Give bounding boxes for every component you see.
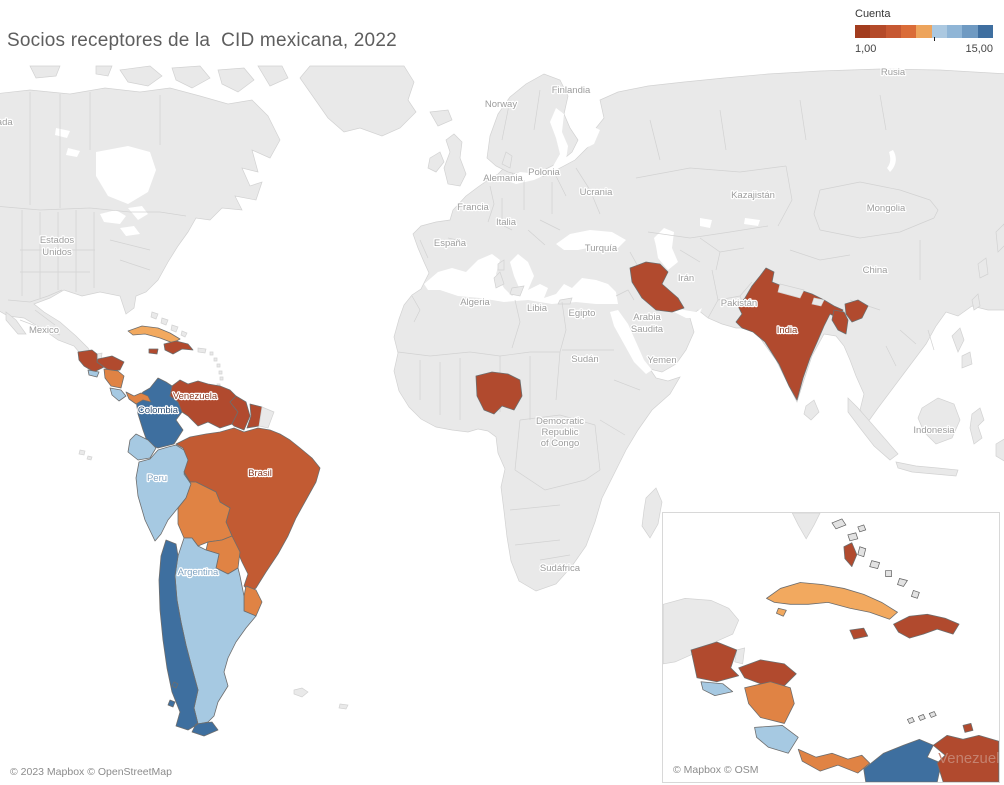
- country-suriname[interactable]: [246, 403, 263, 429]
- legend-step: [855, 25, 871, 38]
- label-arabia-1: Arabia: [633, 312, 661, 323]
- label-brasil: Brasil: [248, 468, 272, 479]
- seas: [55, 108, 896, 374]
- label-china: China: [863, 265, 889, 276]
- label-norway: Norway: [485, 99, 517, 110]
- legend-step: [931, 25, 947, 38]
- label-drc-1: Democratic: [536, 416, 584, 427]
- country-uruguay[interactable]: [243, 585, 263, 617]
- nepal-bhutan-gray: [777, 283, 825, 307]
- label-canada: Canada: [0, 117, 13, 128]
- label-estados-unidos-2: Unidos: [42, 247, 72, 258]
- inset-map[interactable]: Venezuela © Mapbox © OSM: [662, 512, 1000, 783]
- label-rusia: Rusia: [881, 67, 906, 78]
- legend-tick: [933, 37, 935, 41]
- label-arabia-2: Saudita: [631, 324, 664, 335]
- label-turquia: Turquía: [585, 243, 618, 254]
- inset-country-nicaragua[interactable]: [744, 681, 795, 724]
- inset-country-jamaica[interactable]: [849, 627, 869, 640]
- label-italia: Italia: [496, 217, 517, 228]
- country-costa-rica[interactable]: [109, 387, 127, 402]
- legend-step: [870, 25, 886, 38]
- country-panama[interactable]: [125, 391, 152, 405]
- country-jamaica[interactable]: [148, 348, 159, 355]
- inset-attribution[interactable]: © Mapbox © OSM: [668, 763, 764, 777]
- world-map[interactable]: Canada Estados Unidos Mexico Norway Finl…: [0, 65, 1004, 785]
- label-sudafrica: Sudáfrica: [540, 563, 581, 574]
- legend-step: [885, 25, 901, 38]
- country-el-salvador[interactable]: [87, 369, 100, 378]
- label-iran: Irán: [678, 273, 694, 284]
- country-chile[interactable]: [158, 539, 219, 737]
- label-argentina: Argentina: [178, 567, 219, 578]
- inset-country-panama[interactable]: [797, 748, 871, 774]
- label-algeria: Algeria: [460, 297, 490, 308]
- label-indonesia: Indonesia: [913, 425, 955, 436]
- world-map-canvas[interactable]: Canada Estados Unidos Mexico Norway Finl…: [0, 65, 1004, 785]
- label-francia: Francia: [457, 202, 489, 213]
- label-sudan: Sudán: [571, 354, 598, 365]
- label-polonia: Polonia: [528, 167, 560, 178]
- label-mongolia: Mongolia: [867, 203, 906, 214]
- country-venezuela[interactable]: [169, 379, 239, 429]
- inset-country-el-salvador[interactable]: [700, 681, 734, 697]
- country-nicaragua[interactable]: [103, 368, 125, 389]
- inset-country-guatemala[interactable]: [690, 641, 740, 683]
- legend-step: [962, 25, 978, 38]
- label-yemen: Yemen: [647, 355, 676, 366]
- label-colombia: Colombia: [138, 405, 179, 416]
- country-india[interactable]: [735, 267, 869, 401]
- inset-label-venezuela: Venezuela: [938, 751, 999, 767]
- inset-landmasses: [663, 513, 937, 724]
- map-attribution[interactable]: © 2023 Mapbox © OpenStreetMap: [4, 764, 178, 780]
- inset-bahamas-cay[interactable]: [843, 542, 858, 567]
- mediterranean-islands: [493, 259, 573, 305]
- inset-country-costa-rica[interactable]: [754, 725, 799, 754]
- country-iraq[interactable]: [629, 261, 685, 313]
- label-egipto: Egipto: [569, 308, 596, 319]
- country-nigeria[interactable]: [475, 371, 523, 415]
- legend-step: [916, 25, 932, 38]
- label-venezuela: Venezuela: [173, 391, 218, 402]
- label-alemania: Alemania: [483, 173, 523, 184]
- label-espana: España: [434, 238, 467, 249]
- color-legend[interactable]: Cuenta 1,00 15,00: [855, 8, 993, 55]
- legend-title: Cuenta: [855, 8, 891, 20]
- country-ecuador[interactable]: [127, 433, 157, 461]
- label-drc-2: Republic: [542, 427, 579, 438]
- legend-step: [900, 25, 917, 38]
- country-guyana[interactable]: [229, 395, 251, 431]
- inset-choropleth-marks: [690, 542, 999, 782]
- legend-step: [977, 25, 993, 38]
- label-estados-unidos-1: Estados: [40, 235, 75, 246]
- inset-country-cuba[interactable]: [766, 582, 898, 620]
- inset-map-canvas[interactable]: Venezuela: [663, 513, 999, 782]
- label-ucrania: Ucrania: [580, 187, 613, 198]
- label-drc-3: of Congo: [541, 438, 580, 449]
- page-title: Socios receptores de la CID mexicana, 20…: [7, 30, 397, 51]
- french-guiana-gray: [258, 406, 275, 429]
- label-kazajistan: Kazajistán: [731, 190, 775, 201]
- country-bangladesh[interactable]: [831, 309, 849, 335]
- legend-min: 1,00: [855, 43, 877, 55]
- inset-country-colombia[interactable]: [863, 738, 942, 782]
- label-mexico: Mexico: [29, 325, 59, 336]
- label-finlandia: Finlandia: [552, 85, 591, 96]
- label-pakistan: Pakistán: [721, 298, 757, 309]
- map-labels: Canada Estados Unidos Mexico Norway Finl…: [0, 66, 957, 579]
- label-india: India: [777, 325, 798, 336]
- country-borders: [0, 89, 939, 561]
- label-peru: Peru: [147, 473, 167, 484]
- choropleth-marks: [77, 261, 869, 737]
- label-libia: Libia: [527, 303, 548, 314]
- inset-country-hispaniola[interactable]: [893, 613, 960, 639]
- legend-step: [946, 25, 963, 38]
- inset-country-honduras[interactable]: [738, 659, 797, 689]
- country-hispaniola[interactable]: [163, 340, 194, 355]
- legend-color-ramp: [855, 25, 993, 41]
- legend-max: 15,00: [965, 43, 993, 55]
- inset-country-venezuela[interactable]: [932, 723, 999, 782]
